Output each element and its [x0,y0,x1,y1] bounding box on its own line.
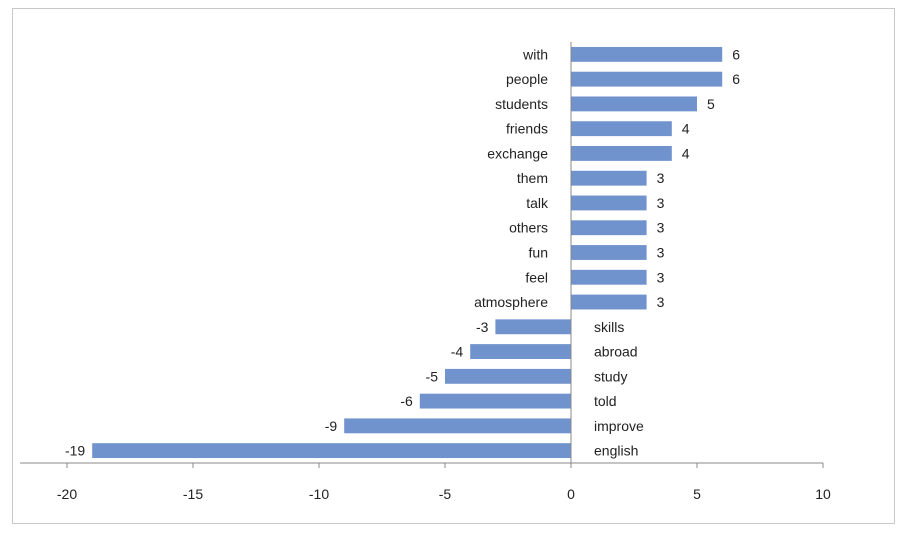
value-label-people: 6 [732,71,740,87]
value-label-with: 6 [732,46,740,62]
bar-exchange [571,146,672,161]
value-label-fun: 3 [657,245,665,261]
x-tick-label: 10 [815,486,831,502]
category-label-them: them [517,170,548,186]
bar-study [445,368,571,384]
value-label-others: 3 [657,220,665,236]
x-tick-label: 0 [567,486,575,502]
bar-others [571,220,647,236]
bar-them [571,170,647,186]
bar-friends [571,121,672,137]
bar-fun [571,245,647,260]
category-label-talk: talk [526,195,549,211]
category-label-english: english [594,443,638,459]
category-label-abroad: abroad [594,344,638,360]
bar-atmosphere [571,294,647,310]
category-label-students: students [495,96,548,112]
category-label-told: told [594,393,617,409]
x-tick-label: -15 [183,486,203,502]
category-label-friends: friends [506,121,548,137]
chart-frame [12,8,895,524]
x-tick-label: -20 [57,486,77,502]
value-label-exchange: 4 [682,145,690,161]
value-labels-group: 6 6 5 4 4 3 3 3 3 3 3 -3 -4 -5 -6 -9 -19 [65,46,740,458]
value-label-students: 5 [707,96,715,112]
value-label-told: -6 [400,393,413,409]
category-label-fun: fun [529,245,548,261]
value-label-friends: 4 [682,121,690,137]
category-label-exchange: exchange [487,145,548,161]
category-label-study: study [594,368,627,384]
value-label-english: -19 [65,443,85,459]
bar-abroad [470,344,571,359]
bar-with [571,46,723,62]
category-label-others: others [509,220,548,236]
bar-people [571,71,723,87]
x-tick-label: 5 [693,486,701,502]
category-label-people: people [506,71,548,87]
value-label-study: -5 [426,368,439,384]
value-label-them: 3 [657,170,665,186]
x-tick-labels-group: -20 -15 -10 -5 0 5 10 [57,486,831,502]
value-label-skills: -3 [476,319,489,335]
value-label-atmosphere: 3 [657,294,665,310]
bar-told [419,393,571,409]
axes-group [20,42,824,468]
category-label-skills: skills [594,319,624,335]
category-label-improve: improve [594,418,644,434]
value-label-improve: -9 [325,418,338,434]
bars-group [92,46,723,459]
category-labels-group: with people students friends exchange them tal… [474,46,644,458]
category-label-with: with [522,46,548,62]
bar-talk [571,195,647,211]
x-tick-label: -5 [439,486,452,502]
category-label-atmosphere: atmosphere [474,294,548,310]
bar-feel [571,269,647,285]
x-tick-label: -10 [309,486,329,502]
value-label-feel: 3 [657,269,665,285]
value-label-talk: 3 [657,195,665,211]
bar-improve [344,418,571,434]
bar-students [571,96,697,112]
value-label-abroad: -4 [451,344,464,360]
category-label-feel: feel [525,269,548,285]
bar-skills [495,319,571,335]
bar-english [92,443,571,459]
